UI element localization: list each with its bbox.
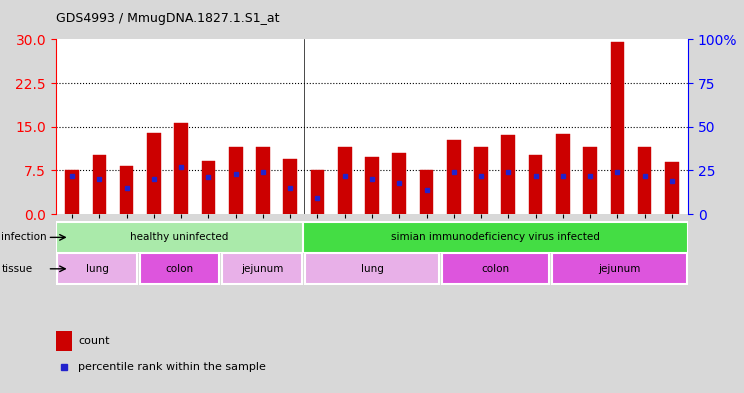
Bar [338, 147, 352, 214]
Bar [474, 147, 488, 214]
Text: jejunum: jejunum [598, 264, 641, 274]
Bar [365, 157, 379, 214]
Text: count: count [78, 336, 110, 346]
Bar [304, 253, 440, 284]
Bar [283, 159, 297, 214]
Bar [420, 171, 433, 214]
Bar [120, 166, 133, 214]
Bar [442, 253, 549, 284]
Bar [665, 162, 679, 214]
Bar [56, 222, 304, 253]
Bar [140, 253, 219, 284]
Text: infection: infection [1, 232, 47, 242]
Text: tissue: tissue [1, 264, 33, 274]
Bar [65, 171, 79, 214]
Bar [56, 331, 72, 351]
Bar [147, 132, 161, 214]
Bar [611, 42, 624, 214]
Text: simian immunodeficiency virus infected: simian immunodeficiency virus infected [391, 232, 600, 242]
Bar [229, 147, 243, 214]
Bar [552, 253, 687, 284]
Bar [556, 134, 570, 214]
Bar [529, 155, 542, 214]
Bar [638, 147, 652, 214]
Bar [447, 140, 461, 214]
Text: colon: colon [165, 264, 193, 274]
Bar [222, 253, 302, 284]
Text: colon: colon [481, 264, 510, 274]
Bar [583, 147, 597, 214]
Bar [304, 222, 688, 253]
Bar [202, 161, 215, 214]
Bar [57, 253, 137, 284]
Bar [92, 155, 106, 214]
Text: jejunum: jejunum [241, 264, 283, 274]
Bar [256, 147, 270, 214]
Bar [311, 171, 324, 214]
Text: lung: lung [86, 264, 109, 274]
Bar [501, 136, 515, 214]
Text: healthy uninfected: healthy uninfected [130, 232, 228, 242]
Text: percentile rank within the sample: percentile rank within the sample [78, 362, 266, 372]
Bar [174, 123, 188, 214]
Text: lung: lung [361, 264, 383, 274]
Bar [392, 153, 406, 214]
Text: GDS4993 / MmugDNA.1827.1.S1_at: GDS4993 / MmugDNA.1827.1.S1_at [56, 12, 279, 25]
